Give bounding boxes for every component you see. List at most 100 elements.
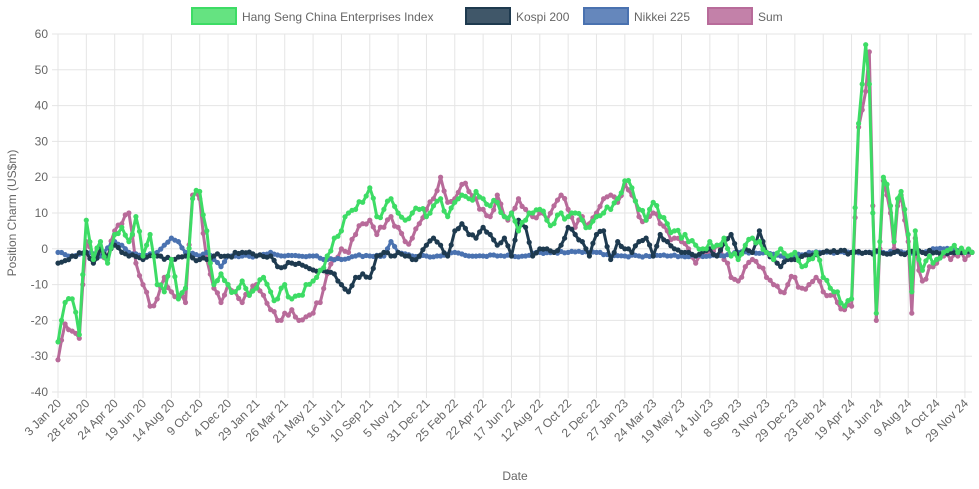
data-point[interactable]: [190, 255, 196, 261]
data-point[interactable]: [140, 282, 146, 288]
data-point[interactable]: [331, 271, 337, 277]
data-point[interactable]: [540, 208, 546, 214]
data-point[interactable]: [565, 206, 571, 212]
data-point[interactable]: [473, 235, 479, 241]
data-point[interactable]: [147, 231, 153, 238]
data-point[interactable]: [388, 214, 394, 220]
data-point[interactable]: [682, 231, 688, 238]
data-point[interactable]: [838, 300, 844, 306]
data-point[interactable]: [218, 264, 224, 270]
data-point[interactable]: [275, 296, 281, 302]
data-point[interactable]: [792, 249, 798, 255]
data-point[interactable]: [214, 259, 220, 266]
data-point[interactable]: [335, 278, 341, 284]
data-point[interactable]: [572, 231, 578, 238]
data-point[interactable]: [873, 317, 879, 323]
data-point[interactable]: [749, 249, 756, 255]
data-point[interactable]: [260, 292, 267, 298]
data-point[interactable]: [87, 239, 93, 245]
data-point[interactable]: [526, 239, 532, 245]
data-point[interactable]: [593, 210, 600, 216]
data-point[interactable]: [126, 210, 132, 216]
data-point[interactable]: [774, 283, 780, 289]
data-point[interactable]: [179, 290, 185, 296]
data-point[interactable]: [643, 217, 649, 223]
data-point[interactable]: [554, 248, 561, 254]
data-point[interactable]: [58, 317, 65, 323]
data-point[interactable]: [229, 254, 235, 260]
data-point[interactable]: [601, 210, 607, 216]
data-point[interactable]: [430, 203, 437, 209]
data-point[interactable]: [197, 188, 203, 195]
data-point[interactable]: [409, 210, 415, 216]
data-point[interactable]: [434, 239, 440, 245]
data-point[interactable]: [604, 244, 610, 250]
data-point[interactable]: [289, 296, 295, 302]
data-point[interactable]: [668, 243, 674, 249]
data-point[interactable]: [937, 255, 943, 261]
data-point[interactable]: [554, 197, 561, 203]
data-point[interactable]: [388, 196, 394, 202]
data-point[interactable]: [409, 235, 415, 241]
data-point[interactable]: [324, 253, 330, 259]
data-point[interactable]: [55, 339, 61, 345]
data-point[interactable]: [689, 238, 695, 244]
data-point[interactable]: [395, 210, 401, 216]
data-point[interactable]: [455, 196, 461, 202]
data-point[interactable]: [813, 274, 819, 280]
data-point[interactable]: [55, 357, 61, 363]
data-point[interactable]: [834, 289, 841, 295]
data-point[interactable]: [62, 299, 68, 306]
data-point[interactable]: [363, 221, 369, 227]
data-point[interactable]: [746, 259, 752, 265]
data-point[interactable]: [232, 289, 238, 295]
data-point[interactable]: [615, 239, 621, 245]
data-point[interactable]: [625, 177, 632, 184]
data-point[interactable]: [441, 250, 447, 256]
data-point[interactable]: [781, 250, 787, 256]
data-point[interactable]: [438, 196, 444, 202]
data-point[interactable]: [647, 242, 653, 248]
data-point[interactable]: [742, 264, 748, 270]
data-point[interactable]: [306, 281, 313, 287]
data-point[interactable]: [406, 216, 412, 222]
data-point[interactable]: [877, 239, 883, 245]
data-point[interactable]: [236, 295, 242, 302]
data-point[interactable]: [849, 296, 855, 302]
data-point[interactable]: [866, 49, 872, 55]
data-point[interactable]: [328, 261, 334, 267]
data-point[interactable]: [717, 242, 724, 248]
data-point[interactable]: [717, 247, 724, 253]
data-point[interactable]: [122, 246, 128, 252]
data-point[interactable]: [675, 227, 681, 233]
data-point[interactable]: [487, 203, 493, 209]
data-point[interactable]: [441, 188, 447, 194]
data-point[interactable]: [438, 174, 444, 180]
data-point[interactable]: [374, 231, 380, 238]
data-point[interactable]: [349, 283, 355, 289]
data-point[interactable]: [165, 239, 171, 245]
data-point[interactable]: [83, 217, 89, 223]
data-point[interactable]: [558, 242, 564, 248]
data-point[interactable]: [122, 232, 128, 238]
data-point[interactable]: [182, 285, 189, 291]
data-point[interactable]: [810, 256, 816, 262]
data-point[interactable]: [583, 246, 589, 252]
data-point[interactable]: [377, 215, 383, 221]
data-point[interactable]: [795, 257, 802, 264]
data-point[interactable]: [466, 188, 472, 195]
data-point[interactable]: [827, 285, 833, 291]
data-point[interactable]: [73, 253, 79, 260]
data-point[interactable]: [360, 199, 366, 205]
data-point[interactable]: [321, 265, 327, 271]
data-point[interactable]: [101, 254, 107, 260]
data-point[interactable]: [253, 285, 259, 291]
data-point[interactable]: [512, 205, 518, 211]
data-point[interactable]: [597, 203, 603, 209]
data-point[interactable]: [824, 277, 830, 283]
data-point[interactable]: [756, 228, 763, 234]
data-point[interactable]: [264, 281, 270, 287]
data-point[interactable]: [569, 226, 575, 232]
data-point[interactable]: [175, 239, 181, 245]
data-point[interactable]: [310, 310, 316, 316]
